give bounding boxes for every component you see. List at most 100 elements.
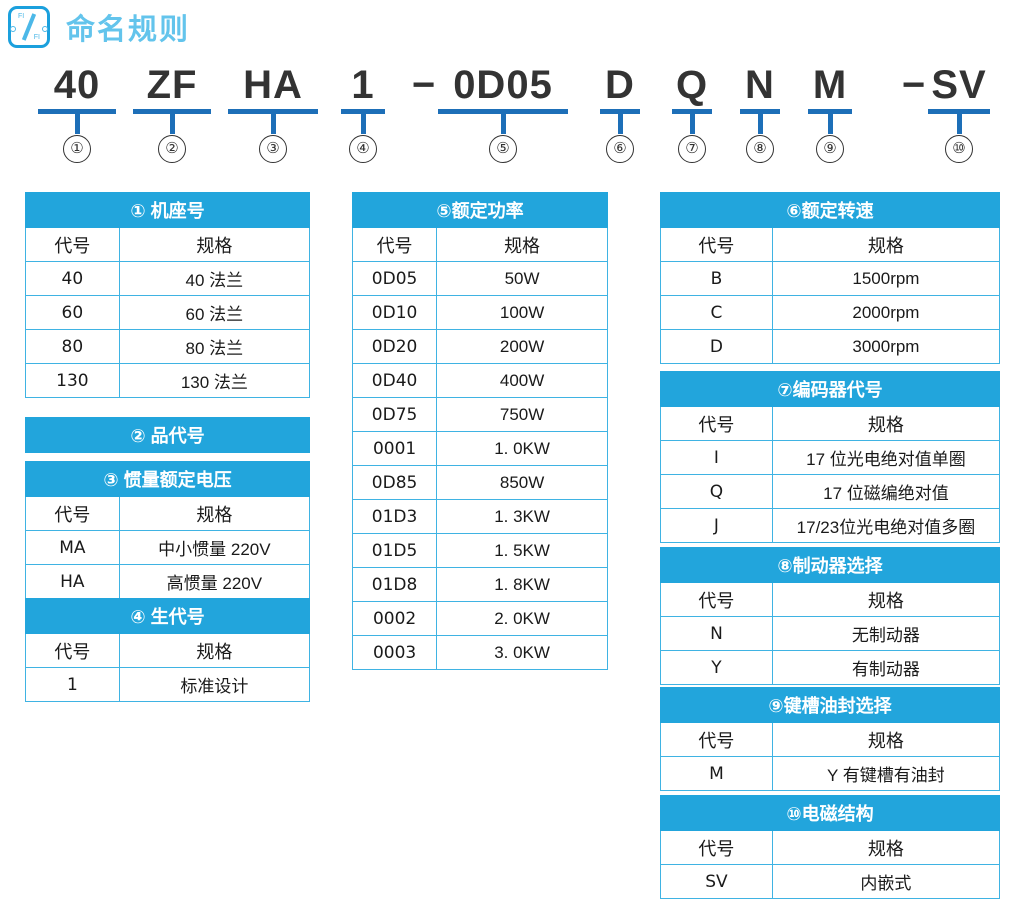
table-inertia-voltage: ③ 惯量额定电压 代号 规格 MA 中小惯量 220V HA 高惯量 220V	[25, 461, 311, 599]
code-segment-text: M	[812, 63, 848, 107]
code-segment-marker: ①	[63, 135, 91, 163]
cell-code: 01D3	[351, 499, 438, 534]
code-segment-text: SV	[931, 63, 987, 107]
cell-spec: 100W	[436, 295, 608, 330]
code-segment-marker: ⑩	[945, 135, 973, 163]
cell-code: 0D40	[351, 363, 438, 398]
table-column-header-row: 代号 规格	[25, 227, 311, 262]
table-title-row: ④ 生代号	[25, 598, 310, 634]
cell-spec: 2000rpm	[771, 295, 1001, 330]
cell-spec: 17 位光电绝对值单圈	[771, 440, 1001, 475]
code-segment-stem	[270, 114, 276, 134]
cell-code: J	[660, 508, 773, 543]
table-title-rated-power: ⑤额定功率	[352, 192, 608, 228]
cell-spec: 1. 3KW	[436, 499, 608, 534]
cell-spec: 17 位磁编绝对值	[771, 474, 1001, 509]
page-title: 命名规则	[66, 14, 191, 46]
table-frame-size: ① 机座号 代号 规格 40 40 法兰 60 60 法兰 80 80 法兰 130 130 法兰	[25, 192, 311, 398]
code-segment-underline	[228, 109, 318, 114]
column-header-spec: 规格	[771, 830, 1001, 865]
code-segment-stem	[757, 114, 763, 134]
column-header-code: 代号	[25, 227, 120, 262]
cell-code: Q	[660, 474, 773, 509]
code-segment-marker: ③	[259, 135, 287, 163]
column-header-spec: 规格	[118, 227, 311, 262]
cell-code: 01D8	[351, 567, 438, 602]
column-header-code: 代号	[660, 582, 773, 617]
code-segment-marker: ⑦	[678, 135, 706, 163]
table-column-header-row: 代号 规格	[660, 406, 1001, 441]
table-column-header-row: 代号 规格	[660, 722, 1001, 757]
code-segment-marker: ⑨	[816, 135, 844, 163]
table-column-header-row: 代号 规格	[351, 227, 608, 262]
cell-spec: 高惯量 220V	[118, 564, 311, 599]
code-segment-text: ZF	[146, 63, 198, 107]
table-row: J 17/23位光电绝对值多圈	[660, 508, 1001, 543]
column-header-spec: 规格	[771, 722, 1001, 757]
table-title-row: ⑦编码器代号	[660, 371, 1000, 407]
code-segment-text: N	[745, 63, 775, 107]
table-row: D 3000rpm	[660, 329, 1001, 364]
table-row: 01D5 1. 5KW	[351, 533, 608, 568]
table-row: 0003 3. 0KW	[351, 635, 608, 670]
table-title-product-code: ② 品代号	[25, 417, 310, 453]
code-segment-10: − SV ⑩	[902, 62, 990, 163]
table-brake-option: ⑧制动器选择 代号 规格 N 无制动器 Y 有制动器	[660, 547, 1001, 685]
table-rated-power: ⑤额定功率 代号 规格 0D05 50W 0D10 100W 0D20 200W 0D40 400W…	[351, 192, 608, 670]
code-segment-underline	[740, 109, 780, 114]
cell-spec: 中小惯量 220V	[118, 530, 311, 565]
cell-spec: 17/23位光电绝对值多圈	[771, 508, 1001, 543]
table-column-header-row: 代号 规格	[660, 830, 1001, 865]
code-segment-underline	[672, 109, 712, 114]
table-row: 130 130 法兰	[25, 363, 311, 398]
cell-spec: 1500rpm	[771, 261, 1001, 296]
code-segment-marker: ⑤	[489, 135, 517, 163]
table-rated-speed: ⑥额定转速 代号 规格 B 1500rpm C 2000rpm D 3000rpm	[660, 192, 1001, 364]
brand-logo-icon: FI FI	[8, 6, 50, 48]
column-header-code: 代号	[660, 406, 773, 441]
cell-code: D	[660, 329, 773, 364]
cell-spec: 80 法兰	[118, 329, 311, 364]
table-row: Q 17 位磁编绝对值	[660, 474, 1001, 509]
table-keyway-seal: ⑨键槽油封选择 代号 规格 M Y 有键槽有油封	[660, 687, 1001, 791]
table-title-frame-size: ① 机座号	[25, 192, 310, 228]
table-row: 80 80 法兰	[25, 329, 311, 364]
code-segment-3: HA ③	[228, 62, 318, 163]
cell-code: 60	[25, 295, 120, 330]
code-segment-stem	[617, 114, 623, 134]
cell-code: I	[660, 440, 773, 475]
cell-spec: 50W	[436, 261, 608, 296]
column-header-spec: 规格	[771, 227, 1001, 262]
table-row: Y 有制动器	[660, 650, 1001, 685]
cell-spec: 无制动器	[771, 616, 1001, 651]
cell-spec: 200W	[436, 329, 608, 364]
column-header-code: 代号	[660, 227, 773, 262]
code-segment-underline	[808, 109, 852, 114]
code-segment-underline	[133, 109, 211, 114]
code-segment-text: Q	[675, 63, 709, 107]
table-row: 0001 1. 0KW	[351, 431, 608, 466]
column-header-spec: 规格	[771, 582, 1001, 617]
column-header-code: 代号	[660, 722, 773, 757]
code-segment-underline	[600, 109, 640, 114]
table-row: 0D85 850W	[351, 465, 608, 500]
table-title-brake-option: ⑧制动器选择	[660, 547, 1000, 583]
code-segment-1: 40 ①	[38, 62, 116, 163]
cell-spec: 60 法兰	[118, 295, 311, 330]
cell-spec: 850W	[436, 465, 608, 500]
code-segment-text: D	[605, 63, 635, 107]
model-code-diagram: 40 ① ZF ② HA ③ 1 ④ −0D05 ⑤ D ⑥ Q ⑦ N ⑧ M ⑨ − SV ⑩	[0, 62, 1017, 174]
logo-dot-left	[10, 26, 16, 32]
code-segment-marker: ⑥	[606, 135, 634, 163]
table-title-row: ⑧制动器选择	[660, 547, 1000, 583]
table-product-code: ② 品代号	[25, 417, 310, 453]
table-title-keyway-seal: ⑨键槽油封选择	[660, 687, 1000, 723]
code-segment-stem	[360, 114, 366, 134]
cell-spec: 400W	[436, 363, 608, 398]
cell-code: MA	[25, 530, 120, 565]
cell-code: 0D10	[351, 295, 438, 330]
cell-spec: 有制动器	[771, 650, 1001, 685]
